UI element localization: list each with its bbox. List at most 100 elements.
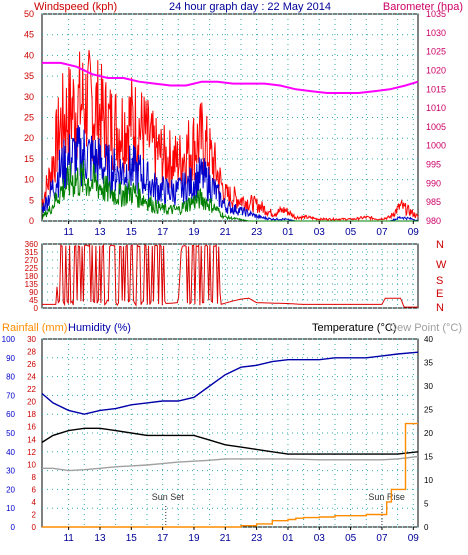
rain-tick-label: 4 — [32, 498, 37, 507]
y2-tick-label: 990 — [426, 178, 441, 188]
rain-tick-label: 12 — [27, 448, 36, 457]
humidity-tick-label: 50 — [6, 429, 15, 438]
x-tick-label: 17 — [157, 227, 169, 238]
x-tick-label: 19 — [188, 227, 200, 238]
dir-tick-label: 360 — [25, 240, 39, 249]
climate-chart: 0102030405060708090100024681012141618202… — [2, 335, 434, 544]
wind-chart: 0510152025303540455098098599099510001005… — [24, 9, 446, 238]
y-tick-label: 20 — [24, 133, 34, 143]
rain-tick-label: 6 — [32, 485, 37, 494]
y-tick-label: 30 — [24, 92, 34, 102]
y2-tick-label: 1015 — [426, 84, 446, 94]
direction-label-2: S — [436, 275, 443, 287]
rain-tick-label: 2 — [32, 510, 37, 519]
humidity-tick-label: 30 — [6, 467, 15, 476]
x-tick-label: 13 — [94, 227, 106, 238]
temp-tick-label: 10 — [424, 476, 433, 485]
dir-tick-label: 90 — [29, 288, 38, 297]
x-tick-label: 15 — [126, 227, 138, 238]
humidity-tick-label: 10 — [6, 504, 15, 513]
x-tick-label: 13 — [94, 533, 106, 544]
temp-tick-label: 15 — [424, 453, 433, 462]
y2-tick-label: 985 — [426, 197, 441, 207]
dir-tick-label: 270 — [25, 256, 39, 265]
y-tick-label: 15 — [24, 154, 34, 164]
y2-tick-label: 980 — [426, 216, 441, 226]
temp-tick-label: 35 — [424, 359, 433, 368]
rain-tick-label: 14 — [27, 435, 36, 444]
temp-tick-label: 20 — [424, 429, 433, 438]
y-tick-label: 45 — [24, 30, 34, 40]
x-tick-label: 09 — [408, 227, 420, 238]
sunrise-label: Sun Rise — [368, 492, 405, 502]
temp-tick-label: 5 — [424, 500, 429, 509]
x-tick-label: 21 — [220, 533, 232, 544]
temperature-label: Temperature (°C) — [312, 322, 396, 334]
sunset-label: Sun Set — [152, 492, 185, 502]
barometer-title: Barometer (hpa) — [383, 1, 463, 13]
humidity-label: Humidity (%) — [68, 322, 131, 334]
x-tick-label: 03 — [314, 533, 326, 544]
y-tick-label: 25 — [24, 113, 34, 123]
humidity-tick-label: 80 — [6, 373, 15, 382]
series-temp-temperature — [41, 427, 419, 455]
humidity-tick-label: 90 — [6, 354, 15, 363]
wind-series-gust — [41, 49, 419, 222]
rain-tick-label: 20 — [27, 398, 36, 407]
x-tick-label: 11 — [63, 227, 74, 238]
x-tick-label: 01 — [282, 533, 294, 544]
x-tick-label: 03 — [314, 227, 326, 238]
x-tick-label: 19 — [188, 533, 200, 544]
temp-tick-label: 40 — [424, 335, 433, 344]
wind-series-minimum — [41, 160, 418, 222]
direction-label-0: N — [436, 239, 444, 251]
y-tick-label: 40 — [24, 50, 34, 60]
humidity-tick-label: 60 — [6, 410, 15, 419]
y2-tick-label: 1000 — [426, 141, 446, 151]
dir-tick-label: 225 — [25, 264, 39, 273]
y-tick-label: 5 — [29, 195, 34, 205]
graph-title: 24 hour graph day : 22 May 2014 — [169, 1, 331, 13]
humidity-tick-label: 20 — [6, 485, 15, 494]
dir-tick-label: 315 — [25, 248, 39, 257]
direction-label-3: E — [436, 288, 443, 300]
dir-tick-label: 0 — [34, 304, 39, 313]
x-tick-label: 15 — [126, 533, 138, 544]
x-tick-label: 21 — [220, 227, 232, 238]
x-tick-label: 07 — [376, 533, 388, 544]
direction-label-4: N — [436, 302, 444, 314]
direction-label-1: W — [436, 259, 447, 271]
y2-tick-label: 995 — [426, 160, 441, 170]
rain-tick-label: 0 — [32, 523, 37, 532]
humidity-tick-label: 0 — [11, 523, 16, 532]
y2-tick-label: 1020 — [426, 65, 446, 75]
rain-tick-label: 18 — [27, 410, 36, 419]
dir-tick-label: 45 — [29, 296, 38, 305]
plot-frame — [41, 338, 419, 528]
y2-tick-label: 1010 — [426, 103, 446, 113]
x-tick-label: 11 — [63, 533, 74, 544]
x-tick-label: 23 — [251, 533, 263, 544]
y2-tick-label: 1025 — [426, 47, 446, 57]
barometer-series — [42, 61, 419, 94]
rain-tick-label: 30 — [27, 335, 36, 344]
humidity-tick-label: 40 — [6, 448, 15, 457]
x-tick-label: 17 — [157, 533, 169, 544]
temp-tick-label: 25 — [424, 406, 433, 415]
y-tick-label: 0 — [29, 216, 34, 226]
y2-tick-label: 1035 — [426, 9, 446, 19]
x-tick-label: 01 — [282, 227, 294, 238]
direction-series — [42, 243, 418, 308]
rain-tick-label: 28 — [27, 348, 36, 357]
rainfall-label: Rainfall (mm) — [2, 322, 67, 334]
rain-tick-label: 26 — [27, 360, 36, 369]
windspeed-title: Windspeed (kph) — [34, 1, 117, 13]
rain-tick-label: 16 — [27, 423, 36, 432]
humidity-tick-label: 70 — [6, 391, 15, 400]
series-humidity-humidity — [41, 351, 419, 415]
x-tick-label: 05 — [345, 227, 357, 238]
x-tick-label: 09 — [408, 533, 420, 544]
temp-tick-label: 30 — [424, 382, 433, 391]
rain-tick-label: 8 — [32, 473, 37, 482]
